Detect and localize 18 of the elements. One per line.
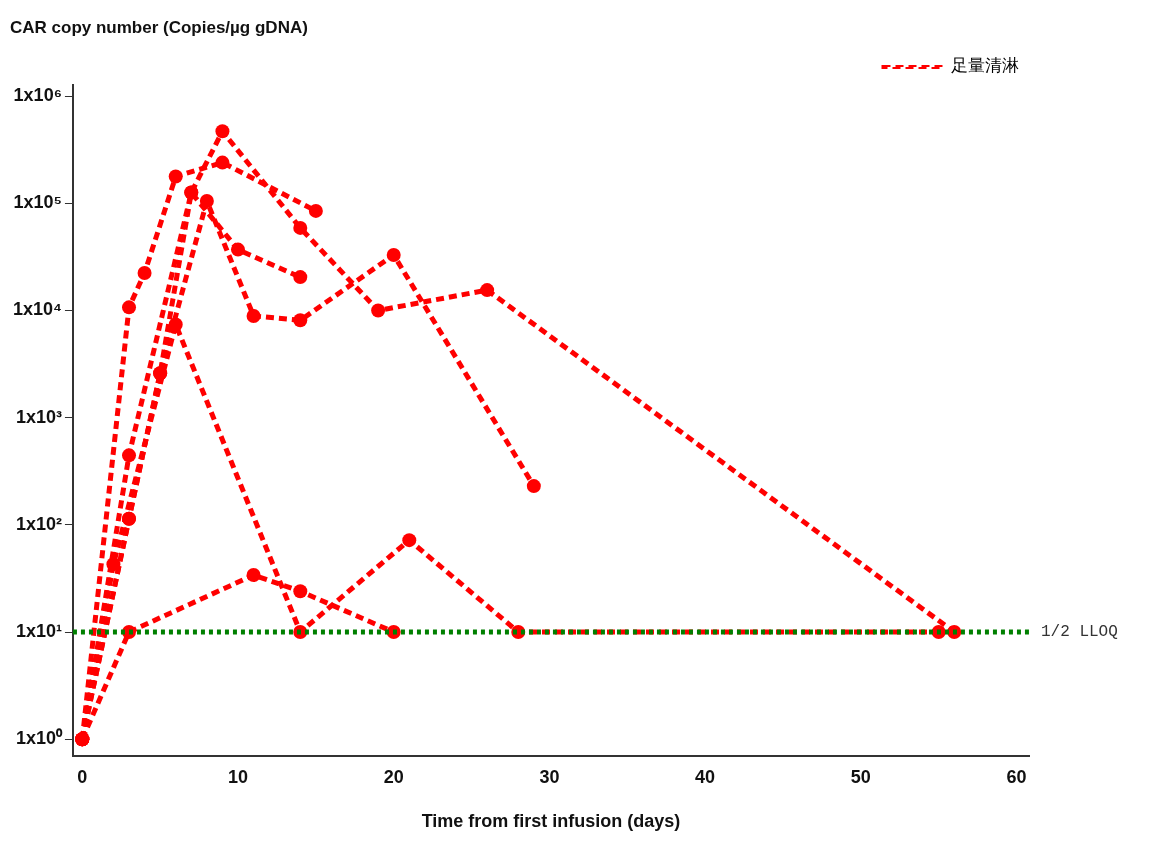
- y-tick-label: 1x10²: [15, 513, 62, 534]
- y-tick-label: 1x10³: [15, 406, 62, 427]
- ref-line-label: 1/2 LLOQ: [1041, 623, 1118, 642]
- x-axis-title: Time from first infusion (days): [421, 811, 681, 832]
- y-tick-label: 1x10⁴: [12, 299, 62, 320]
- legend-label: 足量清淋: [951, 55, 1019, 76]
- y-tick-label: 1x10¹: [15, 620, 62, 641]
- y-tick-label: 1x10⁵: [13, 192, 62, 213]
- x-tick-label: 60: [1006, 766, 1027, 787]
- x-tick-label: 0: [77, 766, 88, 787]
- y-axis-title: CAR copy number (Copies/µg gDNA): [10, 17, 308, 37]
- y-tick-label: 1x10⁰: [15, 728, 63, 749]
- x-tick-label: 10: [227, 766, 249, 787]
- x-tick-label: 30: [539, 766, 560, 787]
- x-tick-label: 20: [383, 766, 404, 787]
- x-tick-label: 50: [850, 766, 871, 787]
- x-tick-label: 40: [695, 766, 716, 787]
- y-tick-label: 1x10⁶: [13, 85, 62, 106]
